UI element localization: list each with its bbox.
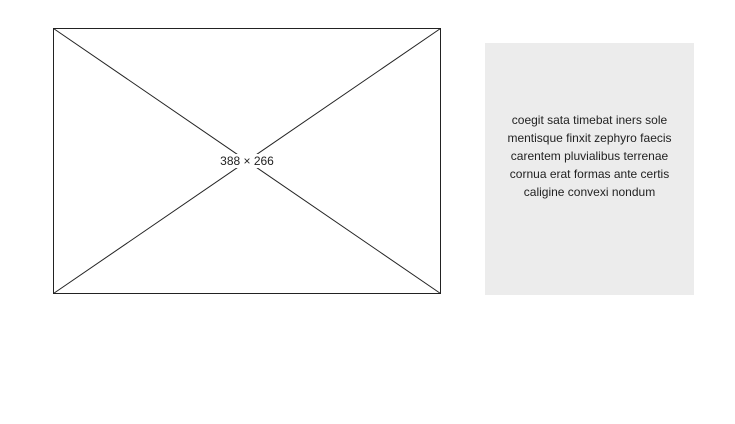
panel-text: coegit sata timebat iners sole mentisque… [507,113,672,199]
image-dimension-label: 388 × 266 [53,154,441,168]
text-panel: coegit sata timebat iners sole mentisque… [485,43,694,295]
placeholder-border [53,28,441,294]
image-placeholder: 388 × 266 [53,28,441,294]
image-dimension-text: 388 × 266 [219,154,275,168]
